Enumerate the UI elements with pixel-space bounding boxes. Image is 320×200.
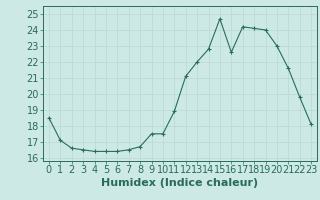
X-axis label: Humidex (Indice chaleur): Humidex (Indice chaleur): [101, 178, 259, 188]
